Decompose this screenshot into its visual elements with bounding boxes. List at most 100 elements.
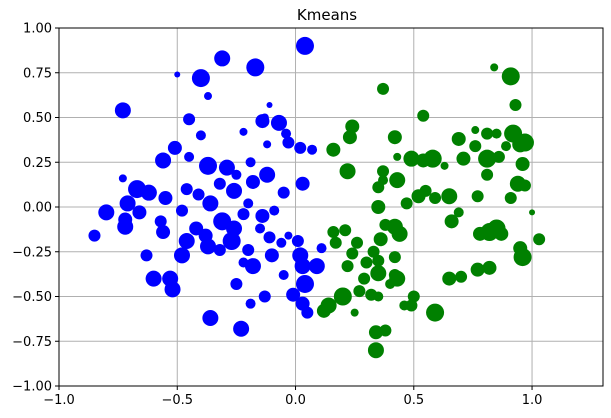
green-cluster-point [360,256,373,269]
blue-cluster-point [245,157,256,168]
blue-cluster-point [295,274,314,293]
blue-cluster-point [294,258,311,275]
blue-cluster-point [218,159,235,176]
green-cluster-point [385,278,396,289]
blue-cluster-point [88,229,101,242]
blue-cluster-point [132,205,147,220]
blue-cluster-point [213,243,226,256]
green-cluster-point [326,142,341,157]
blue-cluster-point [222,232,241,251]
green-cluster-point [470,262,485,277]
blue-cluster-point [98,204,115,221]
green-cluster-point [518,179,531,192]
green-cluster-point [405,299,418,312]
blue-cluster-point [245,174,260,189]
green-cluster-point [346,247,359,260]
green-cluster-point [367,342,384,359]
green-cluster-point [513,248,532,267]
green-cluster-point [358,272,371,285]
green-cluster-point [481,168,494,181]
x-tick-label: 0.5 [403,393,424,408]
green-cluster-point [373,291,384,302]
green-cluster-point [492,150,505,163]
blue-cluster-point [192,188,205,201]
blue-cluster-point [295,36,314,55]
green-cluster-point [417,109,430,122]
green-cluster-point [501,141,512,152]
y-tick-label: 0.50 [23,111,52,126]
green-cluster-point [372,181,385,194]
blue-cluster-point [199,156,218,175]
blue-cluster-point [195,130,206,141]
blue-cluster-point [233,320,250,337]
green-cluster-point [388,251,401,264]
blue-cluster-point [301,306,314,319]
green-cluster-point [403,150,420,167]
blue-cluster-point [174,71,181,78]
blue-cluster-point [154,215,167,228]
green-cluster-point [411,189,426,204]
green-cluster-point [455,270,468,283]
y-tick-label: −0.25 [12,245,52,260]
blue-cluster-point [278,270,289,281]
x-tick-label: −1.0 [43,393,75,408]
green-cluster-point [370,265,387,282]
x-tick-label: −0.5 [161,393,193,408]
green-cluster-point [453,207,464,218]
green-cluster-point [473,226,488,241]
blue-cluster-point [204,92,213,101]
blue-cluster-point [308,258,325,275]
green-cluster-point [481,127,494,140]
blue-cluster-point [246,58,265,77]
green-cluster-point [339,163,356,180]
green-cluster-point [509,98,522,111]
green-cluster-point [377,82,390,95]
blue-cluster-point [184,151,195,162]
green-cluster-point [327,226,340,239]
blue-cluster-point [230,277,243,290]
blue-cluster-point [295,176,310,191]
green-cluster-point [342,130,357,145]
green-cluster-point [456,151,471,166]
green-cluster-point [353,285,366,298]
x-axis-ticks: −1.0 −0.5 0.0 0.5 1.0 [43,386,542,408]
green-cluster-point [441,188,458,205]
blue-cluster-point [266,101,273,108]
blue-cluster-point [263,140,272,149]
blue-cluster-point [255,223,266,234]
y-axis-ticks: 1.00 0.75 0.50 0.25 0.00 −0.25 −0.50 −0.75 −1.00 [12,22,59,395]
blue-cluster-point [140,184,157,201]
green-cluster-point [515,133,534,152]
y-tick-label: 0.00 [23,201,52,216]
blue-cluster-point [226,182,243,199]
green-cluster-point [494,226,509,241]
blue-cluster-point [269,205,280,216]
y-tick-label: 0.25 [23,156,52,171]
blue-cluster-point [237,208,250,221]
green-cluster-point [490,63,499,72]
blue-cluster-point [316,243,327,254]
green-cluster-point [491,128,502,139]
green-cluster-point [529,209,536,216]
green-cluster-point [471,190,484,203]
blue-cluster-point [173,247,190,264]
blue-cluster-point [202,195,219,212]
green-cluster-point [341,260,354,273]
green-cluster-point [504,192,517,205]
blue-cluster-point [118,174,127,183]
blue-cluster-point [164,281,181,298]
green-cluster-point [426,303,445,322]
blue-cluster-point [239,127,248,136]
blue-cluster-point [260,113,269,122]
blue-cluster-point [178,233,195,250]
green-cluster-point [429,192,442,205]
green-cluster-point [469,140,482,153]
blue-cluster-point [282,136,295,149]
blue-cluster-point [140,249,153,262]
green-cluster-point [333,287,352,306]
y-tick-label: −0.50 [12,290,52,305]
y-tick-label: 0.75 [23,66,52,81]
blue-cluster-point [200,238,217,255]
green-cluster-point [400,197,413,210]
